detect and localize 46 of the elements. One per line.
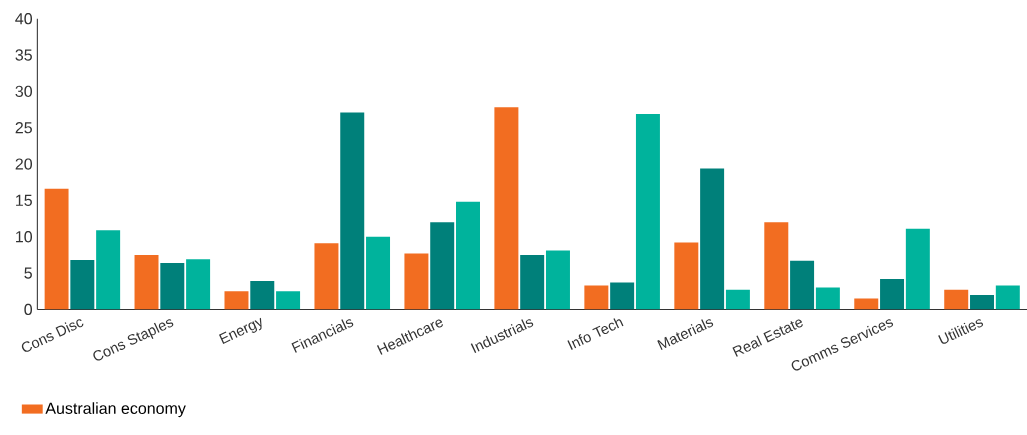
bar bbox=[456, 201, 480, 310]
bar bbox=[815, 287, 840, 310]
bar bbox=[430, 222, 455, 310]
bar bbox=[584, 285, 609, 310]
bar bbox=[340, 112, 365, 310]
y-tick-label: 15 bbox=[16, 194, 32, 207]
bar bbox=[520, 255, 545, 310]
bar bbox=[366, 236, 391, 310]
y-tick-label: 0 bbox=[24, 303, 33, 316]
bar bbox=[44, 188, 69, 310]
bar bbox=[995, 285, 1020, 310]
y-tick-label: 25 bbox=[15, 122, 32, 134]
bar bbox=[314, 243, 339, 310]
x-tick-label: Real Estate bbox=[732, 319, 803, 357]
y-tick-label: 35 bbox=[15, 49, 32, 61]
bar bbox=[700, 168, 725, 310]
bar bbox=[854, 298, 879, 310]
x-tick-label: Info Tech bbox=[567, 318, 624, 351]
bar bbox=[276, 291, 301, 310]
bar bbox=[134, 255, 159, 310]
y-tick-label: 20 bbox=[15, 158, 33, 170]
y-tick-label: 30 bbox=[15, 85, 33, 98]
bar bbox=[970, 294, 995, 310]
bar bbox=[635, 113, 660, 310]
bar bbox=[790, 260, 815, 310]
bar bbox=[674, 242, 699, 310]
bar bbox=[545, 250, 570, 310]
legend-label: Australian economy bbox=[45, 402, 186, 418]
bar bbox=[250, 281, 275, 310]
x-tick-label: Cons Disc bbox=[21, 319, 84, 352]
bar bbox=[224, 291, 249, 310]
y-tick-label: 40 bbox=[15, 13, 33, 25]
y-tick-label: 5 bbox=[24, 267, 32, 279]
bar bbox=[160, 263, 185, 310]
bar bbox=[944, 289, 969, 310]
bar bbox=[70, 260, 95, 310]
bar bbox=[610, 282, 635, 310]
bar bbox=[880, 278, 905, 310]
bar bbox=[764, 222, 789, 310]
bar bbox=[905, 228, 930, 310]
bar bbox=[494, 107, 519, 310]
bar bbox=[725, 289, 750, 310]
bar bbox=[186, 259, 211, 310]
bar bbox=[96, 230, 121, 310]
y-tick-label: 10 bbox=[16, 231, 33, 243]
bar bbox=[404, 253, 429, 310]
